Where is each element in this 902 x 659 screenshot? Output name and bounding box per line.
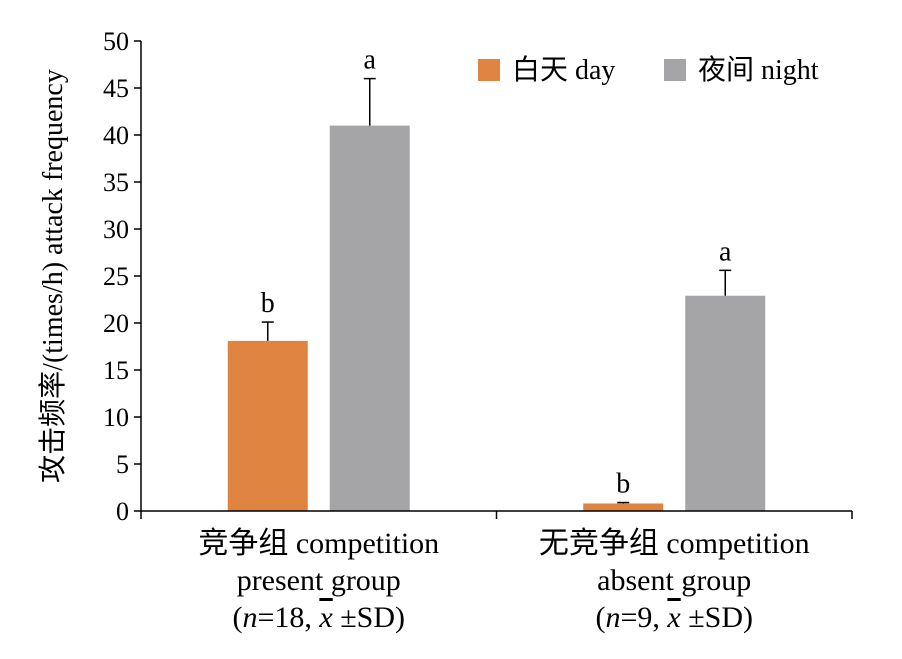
legend-swatch-day [478,59,500,81]
y-axis-label: 攻击频率/(times/h) attack frequency [37,69,69,483]
x-category-label-line2: absent group [597,564,751,597]
legend-label-night: 夜间 night [698,54,819,86]
labels-layer: b a 竞争组 competition present group (n=18, x ±… [103,27,810,634]
significance-letter: b [616,469,630,500]
legend: 白天 day 夜间 night [478,54,819,86]
legend-swatch-night [664,59,686,81]
x-category-label-line1: 竞争组 competition [198,527,439,560]
y-tick-label: 15 [103,356,129,385]
y-tick-label: 10 [103,403,129,432]
y-tick-label: 0 [116,497,129,526]
y-tick-label: 20 [103,309,129,338]
x-category-label-line2: present group [237,564,401,597]
y-tick-label: 25 [103,262,129,291]
bar-night-group-1 [329,125,410,511]
bar-day-group-2 [583,503,664,511]
bar-day-group-1 [227,340,308,511]
y-tick-label: 30 [103,215,129,244]
x-category-label-line3: (n=18, x ±SD) [232,601,405,634]
y-tick-label: 45 [103,74,129,103]
y-tick-label: 50 [103,27,129,56]
x-category-label-line1: 无竞争组 competition [539,527,810,560]
axes-layer [134,40,853,519]
significance-letter: a [364,45,377,76]
y-tick-label: 5 [116,450,129,479]
significance-letter: b [261,288,275,319]
significance-letter: a [719,236,732,267]
y-tick-label: 35 [103,168,129,197]
y-tick-label: 40 [103,121,129,150]
bars-layer [227,77,766,511]
bar-night-group-2 [685,295,766,511]
x-category-label-line3: (n=9, x ±SD) [595,601,753,634]
legend-label-day: 白天 day [512,54,615,86]
